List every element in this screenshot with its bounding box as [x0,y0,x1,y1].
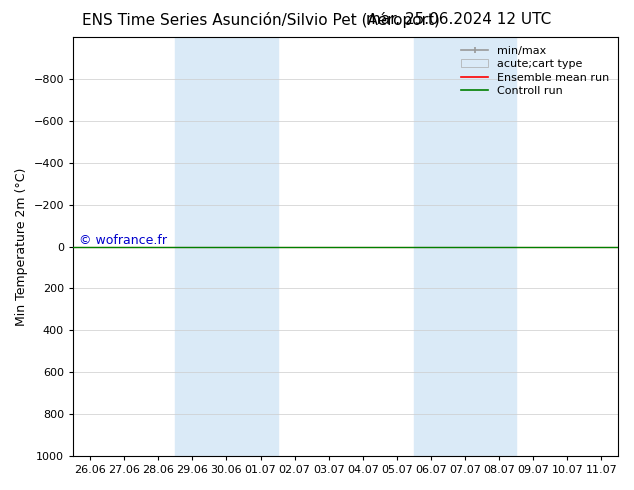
Text: ENS Time Series Asunción/Silvio Pet (Aéroport): ENS Time Series Asunción/Silvio Pet (Aér… [82,12,440,28]
Legend: min/max, acute;cart type, Ensemble mean run, Controll run: min/max, acute;cart type, Ensemble mean … [457,43,613,99]
Text: mar. 25.06.2024 12 UTC: mar. 25.06.2024 12 UTC [366,12,552,27]
Bar [176,37,278,456]
Text: © wofrance.fr: © wofrance.fr [79,234,167,246]
Y-axis label: Min Temperature 2m (°C): Min Temperature 2m (°C) [15,167,28,326]
Bar [414,37,516,456]
